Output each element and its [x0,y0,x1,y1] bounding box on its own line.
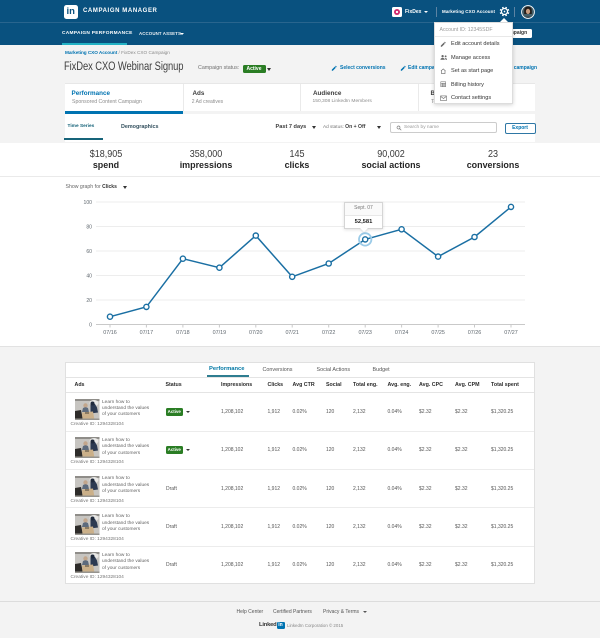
svg-text:07/20: 07/20 [249,330,263,336]
svg-text:80: 80 [86,224,92,230]
svg-text:07/21: 07/21 [285,330,299,336]
svg-text:07/25: 07/25 [431,330,445,336]
svg-text:07/23: 07/23 [358,330,372,336]
svg-text:07/27: 07/27 [504,330,518,336]
svg-text:07/24: 07/24 [395,330,409,336]
svg-text:07/16: 07/16 [103,330,117,336]
svg-text:07/17: 07/17 [140,330,154,336]
svg-text:07/22: 07/22 [322,330,336,336]
svg-text:60: 60 [86,249,92,255]
svg-text:07/19: 07/19 [213,330,227,336]
svg-text:100: 100 [84,200,93,206]
svg-text:0: 0 [89,322,92,328]
svg-text:20: 20 [86,298,92,304]
svg-text:07/26: 07/26 [468,330,482,336]
svg-text:40: 40 [86,273,92,279]
svg-text:07/18: 07/18 [176,330,190,336]
